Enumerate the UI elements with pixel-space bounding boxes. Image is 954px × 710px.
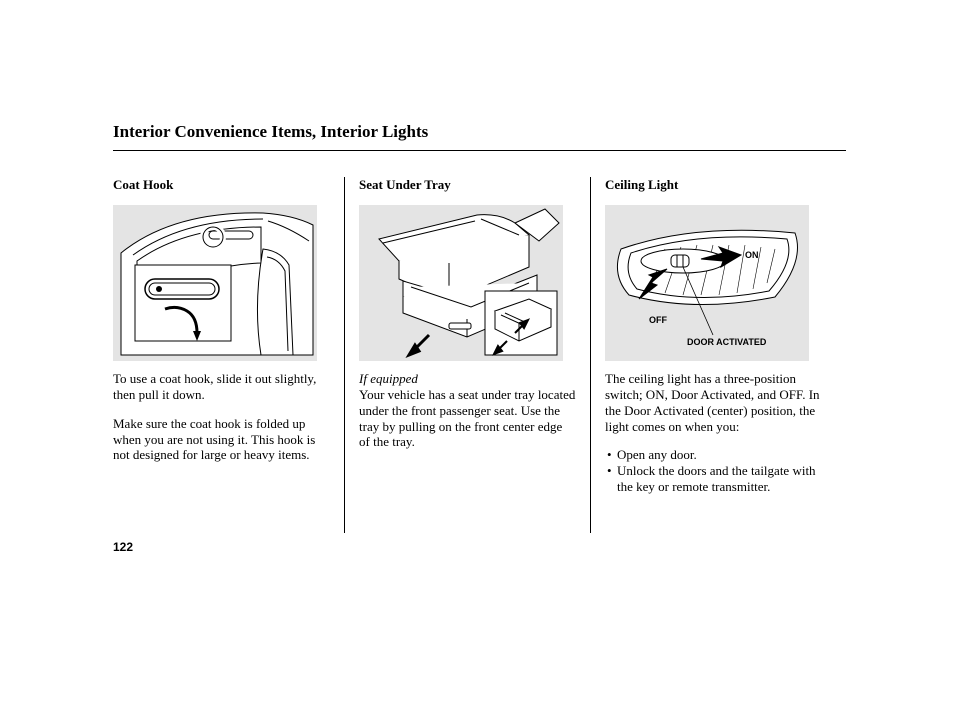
- text-ceiling-light: The ceiling light has a three-position s…: [605, 371, 822, 495]
- manual-page: Interior Convenience Items, Interior Lig…: [0, 0, 954, 710]
- columns: Coat Hook: [113, 177, 846, 533]
- label-on: ON: [745, 250, 759, 260]
- col-seat-under-tray: Seat Under Tray: [359, 177, 590, 533]
- label-off: OFF: [649, 315, 667, 325]
- p-seat-under-tray-1: Your vehicle has a seat under tray locat…: [359, 387, 575, 450]
- bullets-ceiling-light: Open any door. Unlock the doors and the …: [605, 447, 822, 495]
- p-coat-hook-2: Make sure the coat hook is folded up whe…: [113, 416, 330, 464]
- p-coat-hook-1: To use a coat hook, slide it out slightl…: [113, 371, 330, 403]
- col-ceiling-light: Ceiling Light: [605, 177, 836, 533]
- col-coat-hook: Coat Hook: [113, 177, 344, 533]
- bullet-1: Open any door.: [605, 447, 822, 463]
- separator-1: [344, 177, 345, 533]
- text-seat-under-tray: If equipped Your vehicle has a seat unde…: [359, 371, 576, 450]
- label-door-activated: DOOR ACTIVATED: [687, 337, 767, 347]
- bullet-2: Unlock the doors and the tailgate with t…: [605, 463, 822, 495]
- p-ceiling-light-1: The ceiling light has a three-position s…: [605, 371, 822, 434]
- heading-coat-hook: Coat Hook: [113, 177, 330, 193]
- heading-seat-under-tray: Seat Under Tray: [359, 177, 576, 193]
- separator-2: [590, 177, 591, 533]
- figure-ceiling-light: ON OFF DOOR ACTIVATED: [605, 205, 809, 361]
- italic-if-equipped: If equipped: [359, 371, 418, 386]
- figure-coat-hook: [113, 205, 317, 361]
- heading-ceiling-light: Ceiling Light: [605, 177, 822, 193]
- text-coat-hook: To use a coat hook, slide it out slightl…: [113, 371, 330, 463]
- page-title: Interior Convenience Items, Interior Lig…: [113, 122, 846, 151]
- figure-seat-under-tray: [359, 205, 563, 361]
- page-number: 122: [113, 540, 133, 554]
